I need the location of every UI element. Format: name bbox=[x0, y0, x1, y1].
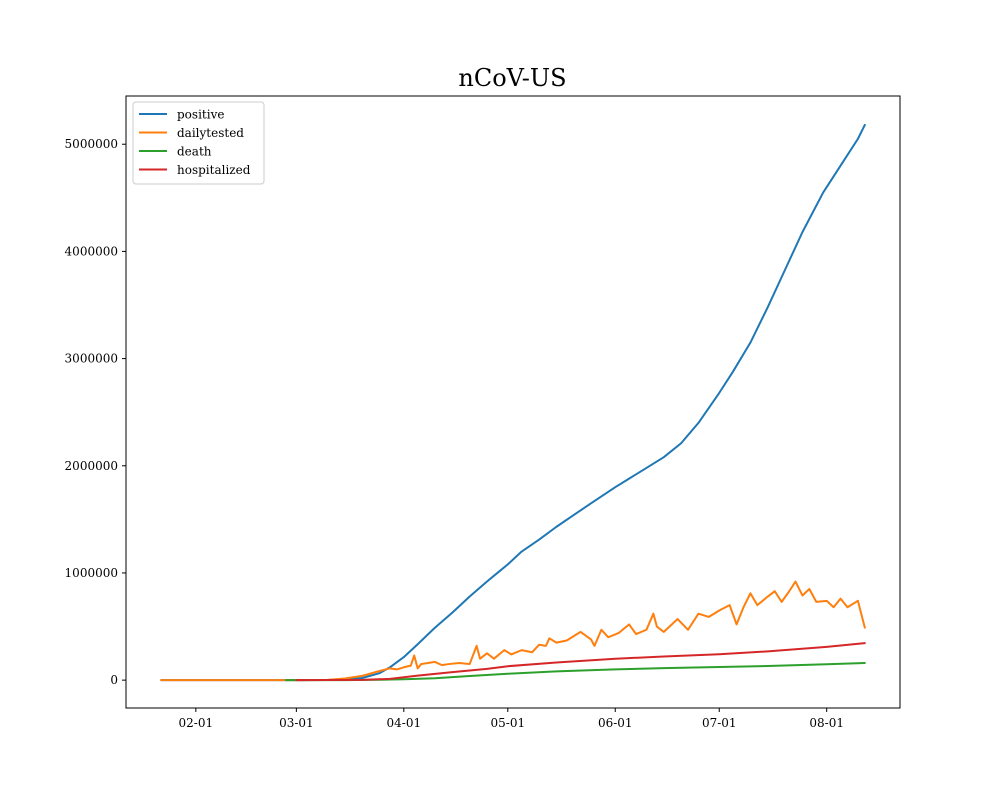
legend-label-hospitalized: hospitalized bbox=[177, 163, 251, 177]
x-tick-label: 07-01 bbox=[702, 716, 737, 730]
y-tick-label: 4000000 bbox=[65, 244, 118, 258]
legend-label-positive: positive bbox=[177, 108, 224, 122]
x-tick-label: 02-01 bbox=[179, 716, 214, 730]
y-tick-label: 1000000 bbox=[65, 566, 118, 580]
legend-label-death: death bbox=[177, 145, 212, 159]
x-tick-label: 05-01 bbox=[491, 716, 526, 730]
x-tick-label: 03-01 bbox=[279, 716, 314, 730]
y-tick-label: 2000000 bbox=[65, 459, 118, 473]
y-tick-label: 5000000 bbox=[65, 137, 118, 151]
x-tick-label: 04-01 bbox=[387, 716, 422, 730]
series-layer bbox=[160, 123, 866, 682]
plot-frame bbox=[125, 95, 901, 709]
chart-title: nCoV-US bbox=[458, 64, 566, 92]
y-tick-label: 3000000 bbox=[65, 352, 118, 366]
series-line-dailytested bbox=[160, 580, 866, 682]
y-tick-label: 0 bbox=[110, 673, 118, 687]
legend-box bbox=[132, 101, 265, 185]
legend-label-dailytested: dailytested bbox=[177, 126, 244, 140]
legend: positive dailytested death hospitalized bbox=[132, 101, 265, 185]
x-axis: 02-01 03-01 04-01 05-01 06-01 07-01 08-01 bbox=[179, 708, 844, 730]
x-tick-label: 06-01 bbox=[598, 716, 633, 730]
series-line-hospitalized bbox=[295, 642, 866, 682]
y-axis: 0 1000000 2000000 3000000 4000000 5000000 bbox=[65, 137, 126, 687]
x-tick-label: 08-01 bbox=[809, 716, 844, 730]
